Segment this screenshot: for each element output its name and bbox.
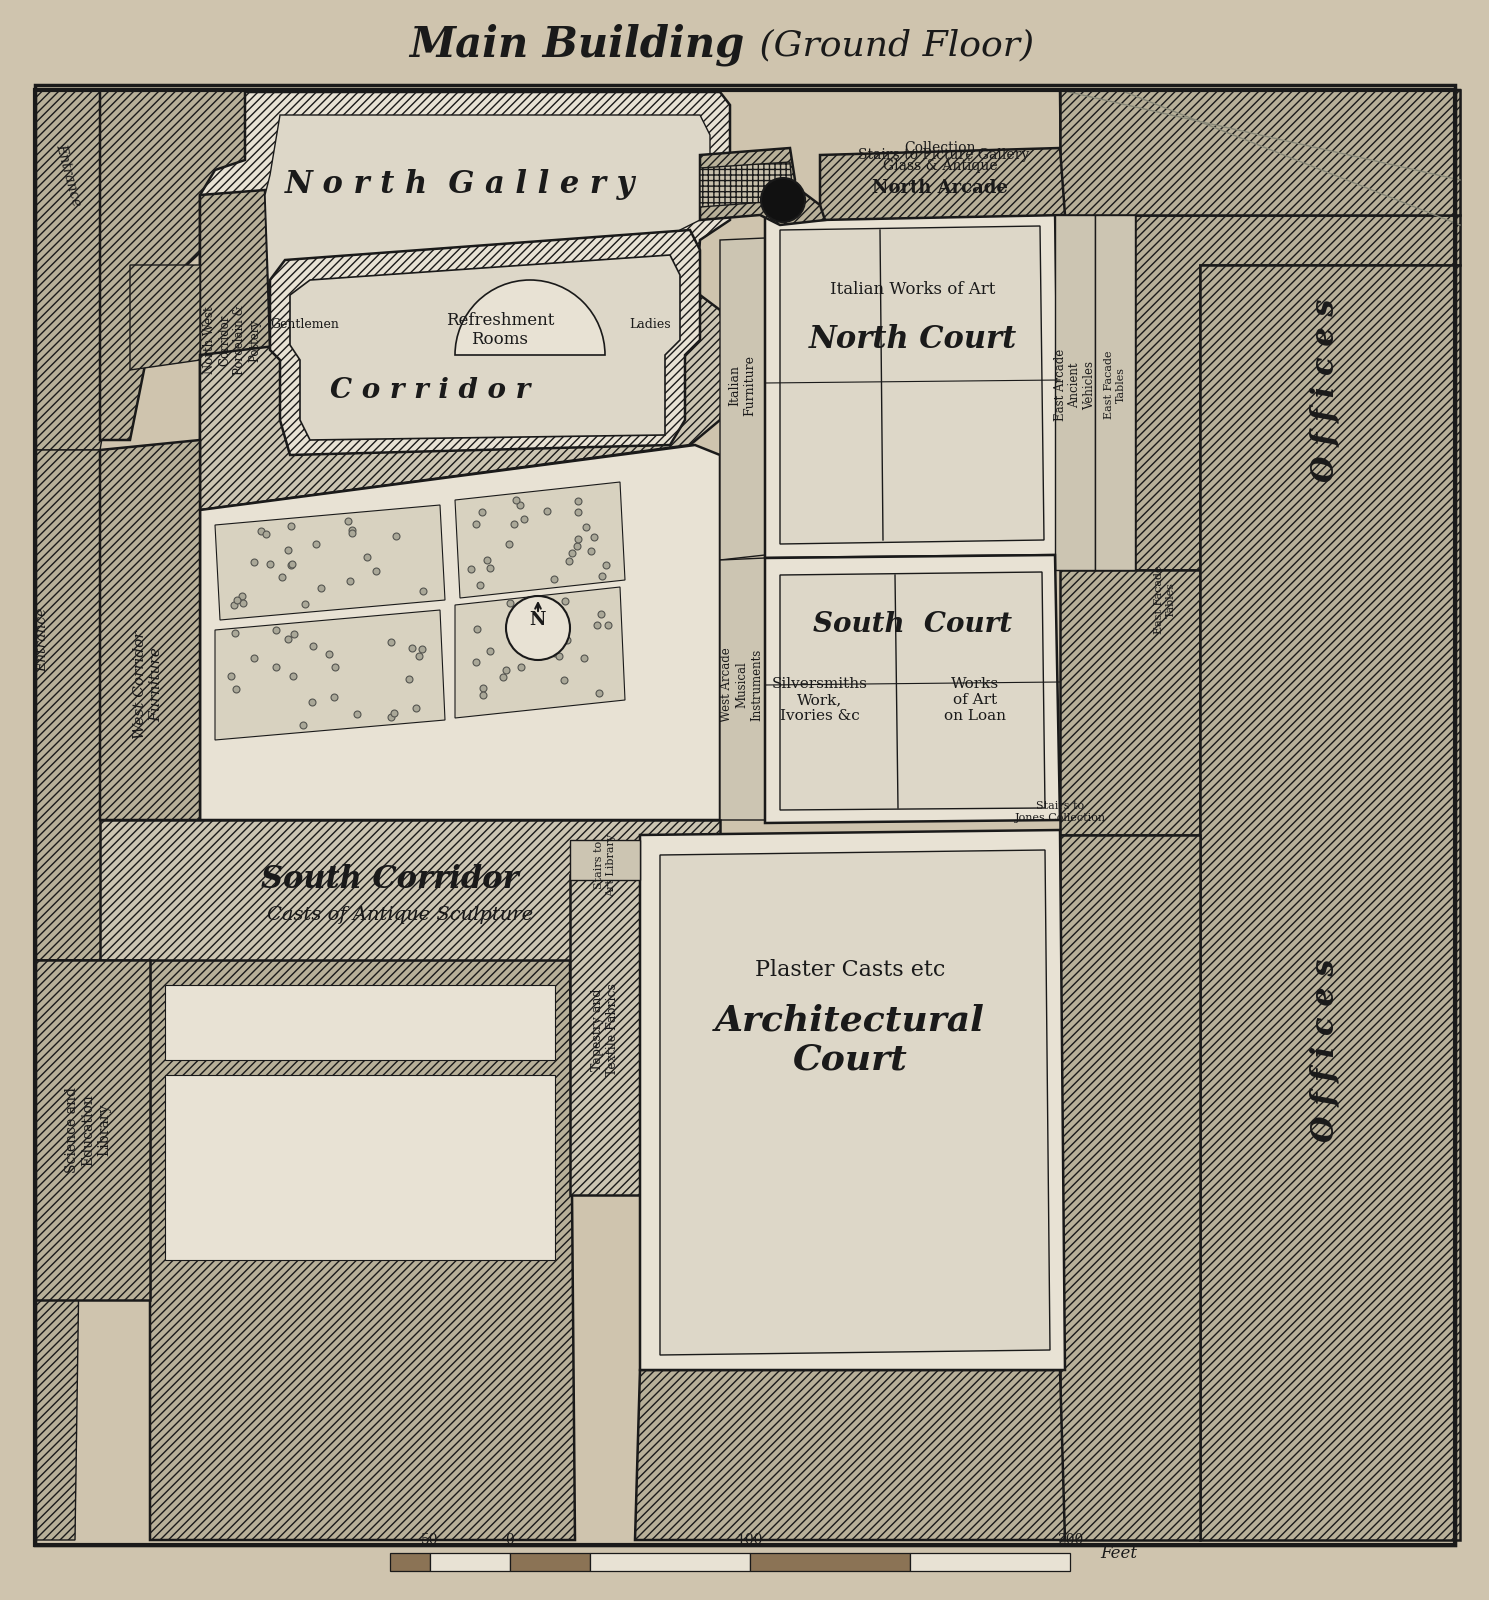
Polygon shape [1060, 570, 1200, 835]
Text: Italian Works of Art: Italian Works of Art [831, 282, 996, 299]
Polygon shape [570, 840, 640, 880]
Text: Italian
Furniture: Italian Furniture [728, 355, 756, 416]
Text: South Corridor: South Corridor [261, 864, 518, 896]
Text: Stairs to Picture Gallery: Stairs to Picture Gallery [858, 149, 1029, 162]
Polygon shape [456, 482, 625, 598]
Bar [910, 1554, 1071, 1571]
Text: West Arcade
Musical
Instruments: West Arcade Musical Instruments [721, 648, 764, 722]
Text: North Arcade: North Arcade [873, 179, 1008, 197]
Polygon shape [660, 850, 1050, 1355]
Polygon shape [1060, 835, 1200, 1539]
Polygon shape [721, 558, 768, 819]
Text: Entrance: Entrance [54, 142, 83, 208]
Polygon shape [700, 162, 794, 206]
Circle shape [506, 595, 570, 659]
Polygon shape [36, 90, 369, 450]
Polygon shape [36, 450, 106, 960]
Text: East Facade
Tables: East Facade Tables [1154, 566, 1176, 634]
Polygon shape [165, 1075, 555, 1261]
Bar [390, 1554, 430, 1571]
Text: Plaster Casts etc: Plaster Casts etc [755, 958, 946, 981]
Text: Silversmiths
Work,
Ivories &c: Silversmiths Work, Ivories &c [773, 677, 868, 723]
Polygon shape [165, 986, 555, 1059]
Text: Gentlemen: Gentlemen [271, 318, 339, 331]
Polygon shape [36, 960, 110, 1539]
Bar [511, 1554, 590, 1571]
Polygon shape [200, 445, 721, 819]
Polygon shape [765, 210, 1060, 558]
Text: 200: 200 [1057, 1533, 1083, 1547]
Text: West Corridor
Furniture: West Corridor Furniture [133, 630, 164, 739]
Text: Tapestry and
Textile Fabrics: Tapestry and Textile Fabrics [591, 984, 619, 1077]
Polygon shape [214, 506, 445, 619]
Text: N: N [530, 611, 546, 629]
Polygon shape [200, 91, 730, 370]
Polygon shape [150, 960, 575, 1539]
Polygon shape [1200, 266, 1461, 1539]
Polygon shape [700, 149, 825, 226]
Text: 50: 50 [421, 1533, 439, 1547]
Polygon shape [456, 587, 625, 718]
Polygon shape [780, 226, 1044, 544]
Text: Refreshment
Rooms: Refreshment Rooms [445, 312, 554, 349]
Text: North Court: North Court [809, 325, 1017, 355]
Polygon shape [1135, 214, 1461, 570]
Text: Casts of Antique Sculpture: Casts of Antique Sculpture [267, 906, 533, 925]
Text: Feet: Feet [1100, 1546, 1138, 1563]
Polygon shape [780, 573, 1045, 810]
Text: East Arcade
Ancient
Vehicles: East Arcade Ancient Vehicles [1054, 349, 1096, 421]
Text: Collection: Collection [904, 141, 975, 155]
Polygon shape [100, 90, 380, 440]
Text: C o r r i d o r: C o r r i d o r [331, 376, 530, 403]
Text: 100: 100 [737, 1533, 764, 1547]
Polygon shape [100, 440, 200, 819]
Text: East Facade
Tables: East Facade Tables [1105, 350, 1126, 419]
Text: Stairs to
Jones Collection: Stairs to Jones Collection [1014, 802, 1105, 822]
Text: Architectural
Court: Architectural Court [715, 1003, 984, 1077]
Text: Main Building: Main Building [409, 24, 744, 66]
Polygon shape [721, 238, 765, 560]
Text: 0: 0 [506, 1533, 514, 1547]
Text: Science and
Education
Library: Science and Education Library [66, 1086, 112, 1173]
Text: (Ground Floor): (Ground Floor) [747, 27, 1035, 62]
Text: O f f i c e s: O f f i c e s [1309, 958, 1340, 1142]
Text: Ladies: Ladies [630, 318, 672, 331]
Text: Stairs to
Art Library: Stairs to Art Library [594, 834, 616, 896]
Polygon shape [200, 294, 730, 510]
Polygon shape [634, 1370, 1065, 1539]
Polygon shape [1056, 214, 1094, 570]
Text: North West
Corridor
Porcelain &
Pottery: North West Corridor Porcelain & Pottery [203, 306, 261, 374]
Text: South  Court: South Court [813, 611, 1013, 638]
Text: Works
of Art
on Loan: Works of Art on Loan [944, 677, 1007, 723]
Polygon shape [1060, 90, 1461, 570]
Bar [430, 1554, 511, 1571]
Text: Glass & Antique: Glass & Antique [883, 158, 998, 173]
Text: Entrance: Entrance [36, 608, 49, 672]
Polygon shape [820, 149, 1065, 219]
Polygon shape [36, 960, 150, 1299]
Polygon shape [130, 266, 200, 370]
Polygon shape [570, 875, 640, 1195]
Polygon shape [640, 830, 1065, 1370]
Polygon shape [290, 254, 680, 440]
Polygon shape [1094, 214, 1135, 570]
Text: O f f i c e s: O f f i c e s [1309, 298, 1340, 482]
Polygon shape [200, 190, 275, 510]
Polygon shape [214, 610, 445, 739]
Polygon shape [1060, 90, 1461, 214]
Polygon shape [265, 115, 710, 350]
Polygon shape [100, 819, 721, 960]
Polygon shape [765, 555, 1060, 822]
Bar [590, 1554, 750, 1571]
Circle shape [761, 178, 806, 222]
Wedge shape [456, 280, 605, 355]
Polygon shape [270, 230, 700, 454]
Text: N o r t h  G a l l e r y: N o r t h G a l l e r y [284, 170, 636, 200]
Bar [750, 1554, 910, 1571]
